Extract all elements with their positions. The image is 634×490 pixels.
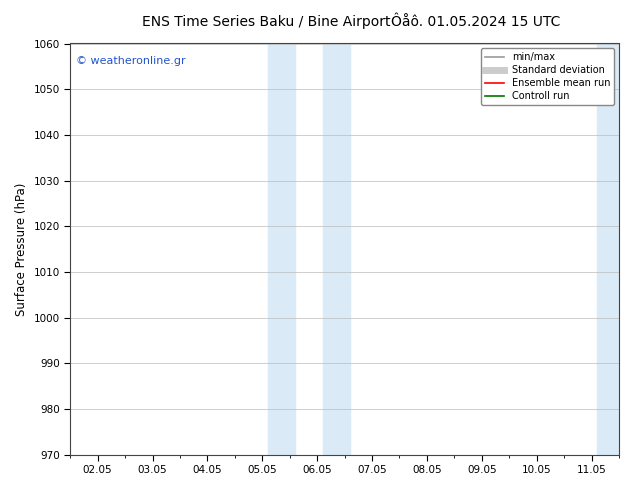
Text: Ôåô. 01.05.2024 15 UTC: Ôåô. 01.05.2024 15 UTC (391, 15, 560, 29)
Legend: min/max, Standard deviation, Ensemble mean run, Controll run: min/max, Standard deviation, Ensemble me… (481, 49, 614, 105)
Bar (597, 44, 624, 455)
Y-axis label: Surface Pressure (hPa): Surface Pressure (hPa) (15, 182, 28, 316)
Text: ENS Time Series Baku / Bine Airport: ENS Time Series Baku / Bine Airport (142, 15, 391, 29)
Bar (268, 44, 295, 455)
Bar (323, 44, 350, 455)
Text: © weatheronline.gr: © weatheronline.gr (75, 56, 185, 66)
